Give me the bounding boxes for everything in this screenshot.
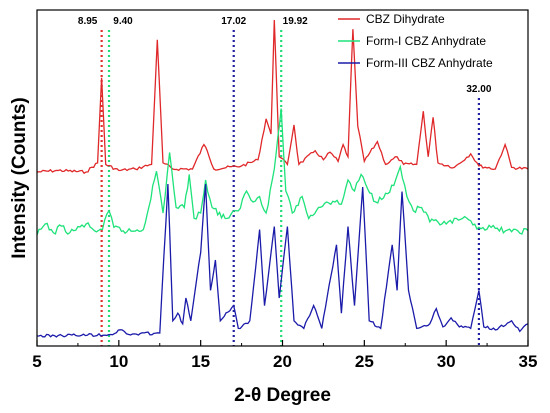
x-tick-label-30: 30 — [437, 352, 456, 371]
reference-label-19.92: 19.92 — [283, 16, 308, 27]
x-axis-title: 2-θ Degree — [234, 385, 331, 406]
reference-label-9.40: 9.40 — [113, 16, 133, 27]
x-tick-label-25: 25 — [355, 352, 374, 371]
x-tick-label-5: 5 — [32, 352, 41, 371]
x-tick-label-35: 35 — [519, 352, 538, 371]
series-line-2 — [36, 108, 529, 236]
reference-label-32.00: 32.00 — [466, 84, 491, 95]
series-line-1 — [36, 19, 529, 175]
y-axis-title: Intensity (Counts) — [9, 97, 30, 259]
series-lines — [36, 19, 529, 338]
x-tick-label-20: 20 — [273, 352, 292, 371]
legend: CBZ Dihydrate Form-I CBZ Anhydrate Form-II… — [338, 12, 493, 70]
legend-label-3: Form-III CBZ Anhydrate — [366, 56, 493, 70]
reference-label-8.95: 8.95 — [78, 16, 98, 27]
legend-label-1: CBZ Dihydrate — [366, 12, 445, 26]
legend-label-2: Form-I CBZ Anhydrate — [366, 34, 486, 48]
axes: 5 10 15 20 25 30 35 — [32, 9, 538, 371]
x-tick-label-15: 15 — [191, 352, 210, 371]
reference-labels: 8.95 9.40 17.02 19.92 32.00 — [78, 16, 492, 95]
reference-label-17.02: 17.02 — [221, 16, 246, 27]
reference-lines — [100, 30, 480, 346]
x-tick-label-10: 10 — [109, 352, 128, 371]
series-line-3 — [37, 183, 529, 338]
